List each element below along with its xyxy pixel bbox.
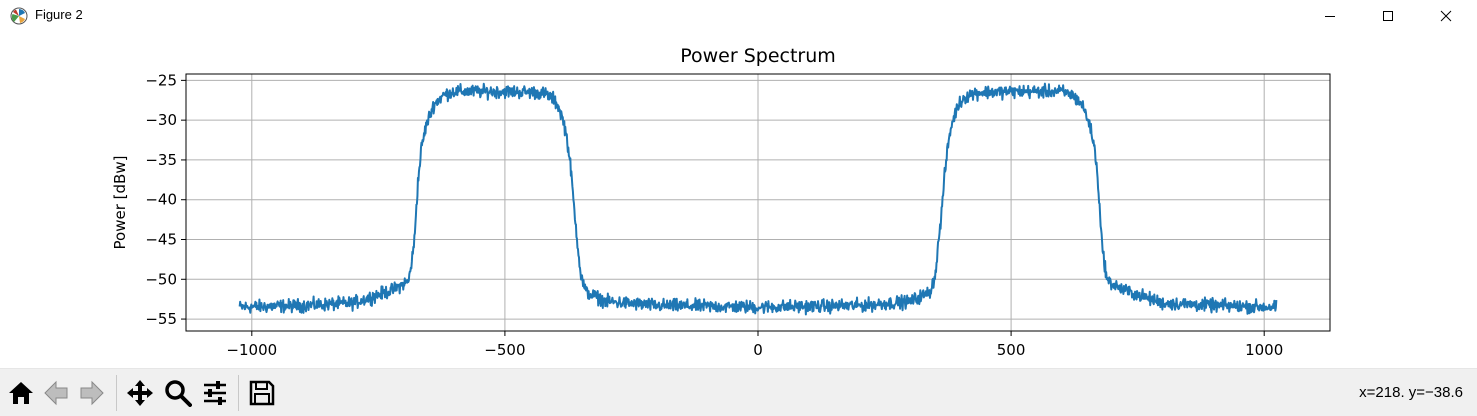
home-button[interactable]: [5, 377, 37, 409]
maximize-icon: [1383, 11, 1393, 21]
zoom-button[interactable]: [162, 377, 194, 409]
forward-button[interactable]: [76, 377, 108, 409]
configure-subplots-icon: [204, 381, 226, 405]
title-bar[interactable]: Figure 2: [0, 0, 1477, 32]
toolbar-separator: [238, 375, 239, 411]
home-icon: [9, 382, 33, 404]
forward-arrow-icon: [80, 380, 104, 406]
maximize-button[interactable]: [1365, 0, 1411, 32]
y-tick-label: −40: [145, 191, 177, 209]
x-tick-label: −1000: [226, 341, 277, 359]
back-button[interactable]: [40, 377, 72, 409]
y-tick-label: −55: [145, 310, 177, 328]
window-title: Figure 2: [35, 7, 83, 22]
ticks: −1000 −500 0 500 1000 −25 −30 −35 −40 −45 −50 −55: [145, 71, 1283, 359]
minimize-button[interactable]: [1307, 0, 1353, 32]
y-axis-label: Power [dBw]: [111, 156, 129, 250]
save-button[interactable]: [246, 377, 278, 409]
x-tick-label: 1000: [1245, 341, 1283, 359]
cursor-coordinates: x=218. y=−38.6: [1359, 384, 1463, 401]
pan-icon: [127, 380, 153, 406]
x-tick-label: 0: [753, 341, 763, 359]
x-tick-label: 500: [997, 341, 1026, 359]
y-tick-label: −25: [145, 71, 177, 89]
minimize-icon: [1325, 16, 1335, 17]
grid: [186, 74, 1330, 331]
y-tick-label: −30: [145, 111, 177, 129]
toolbar-separator: [116, 375, 117, 411]
configure-subplots-button[interactable]: [199, 377, 231, 409]
figure-canvas[interactable]: −1000 −500 0 500 1000 −25 −30 −35 −40 −45 −50 −55 P…: [0, 32, 1477, 368]
close-icon: [1440, 10, 1452, 22]
y-tick-label: −35: [145, 151, 177, 169]
plot-area: [238, 82, 1278, 316]
power-spectrum-chart[interactable]: −1000 −500 0 500 1000 −25 −30 −35 −40 −45 −50 −55 P…: [0, 32, 1477, 368]
pan-button[interactable]: [124, 377, 156, 409]
chart-title: Power Spectrum: [680, 45, 836, 67]
power-spectrum-line: [238, 82, 1278, 316]
y-tick-label: −45: [145, 230, 177, 248]
back-arrow-icon: [44, 380, 68, 406]
zoom-icon: [165, 380, 192, 407]
y-tick-label: −50: [145, 270, 177, 288]
x-tick-label: −500: [484, 341, 525, 359]
save-icon: [249, 380, 275, 406]
close-button[interactable]: [1423, 0, 1469, 32]
matplotlib-logo-icon: [10, 7, 28, 25]
navigation-toolbar: x=218. y=−38.6: [0, 368, 1477, 416]
